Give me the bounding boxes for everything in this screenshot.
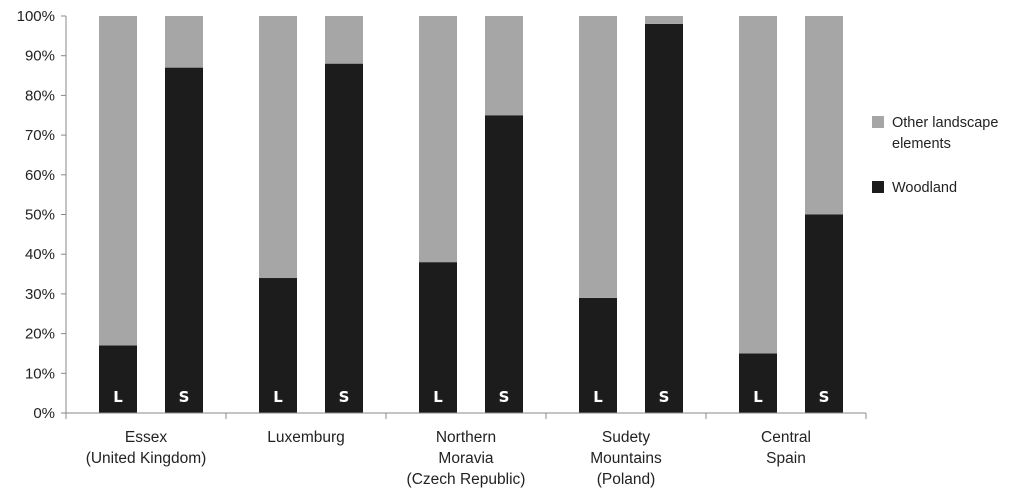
y-tick-label-5: 50% <box>25 207 55 224</box>
bar-woodland-2 <box>259 278 297 413</box>
bar-other-8 <box>739 16 777 354</box>
bar-label-1: S <box>179 388 190 406</box>
bar-label-3: S <box>339 388 350 406</box>
legend-label-0-line-1: elements <box>892 136 951 152</box>
bar-label-2: L <box>273 388 283 406</box>
y-tick-label-0: 0% <box>33 405 55 422</box>
y-tick-label-10: 100% <box>17 8 55 25</box>
bar-other-0 <box>99 16 137 346</box>
category-label-1-line-0: Luxemburg <box>267 429 345 446</box>
bar-woodland-8 <box>739 353 777 413</box>
bar-woodland-4 <box>419 262 457 413</box>
bar-woodland-9 <box>805 214 843 413</box>
bar-label-9: S <box>819 388 830 406</box>
category-label-2-line-2: (Czech Republic) <box>407 471 526 488</box>
bar-other-3 <box>325 16 363 64</box>
legend-swatch-1 <box>872 181 884 193</box>
bar-label-8: L <box>753 388 763 406</box>
category-label-4-line-0: Central <box>761 429 811 446</box>
legend-label-0-line-0: Other landscape <box>892 115 998 131</box>
bar-label-5: S <box>499 388 510 406</box>
bar-other-5 <box>485 16 523 116</box>
category-label-3-line-1: Mountains <box>590 450 662 467</box>
bar-label-4: L <box>433 388 443 406</box>
y-tick-label-9: 90% <box>25 48 55 65</box>
y-tick-labels: 0% 10% 20% 30% 40% 50% 60% 70% 80% 90% 100% <box>17 8 55 422</box>
bar-woodland-7 <box>645 23 683 413</box>
bar-label-0: L <box>113 388 123 406</box>
bar-other-7 <box>645 16 683 24</box>
bar-other-9 <box>805 16 843 215</box>
category-label-0-line-1: (United Kingdom) <box>86 450 207 467</box>
y-tick-label-3: 30% <box>25 286 55 303</box>
category-label-2-line-0: Northern <box>436 429 496 446</box>
legend-swatch-0 <box>872 116 884 128</box>
bar-other-1 <box>165 16 203 68</box>
category-label-0-line-0: Essex <box>125 429 167 446</box>
y-tick-label-6: 60% <box>25 167 55 184</box>
bar-woodland-5 <box>485 115 523 413</box>
y-tick-label-2: 20% <box>25 326 55 343</box>
bar-other-4 <box>419 16 457 263</box>
bar-other-2 <box>259 16 297 279</box>
y-tick-label-7: 70% <box>25 127 55 144</box>
category-label-4-line-1: Spain <box>766 450 806 467</box>
bar-woodland-0 <box>99 345 137 413</box>
x-category-labels: Essex (United Kingdom) Luxemburg Northern Mo… <box>86 429 811 488</box>
bar-label-6: L <box>593 388 603 406</box>
bar-woodland-1 <box>165 67 203 414</box>
bar-woodland-3 <box>325 63 363 413</box>
bar-other-6 <box>579 16 617 298</box>
category-label-3-line-0: Sudety <box>602 429 651 446</box>
bar-label-7: S <box>659 388 670 406</box>
category-label-3-line-2: (Poland) <box>597 471 656 488</box>
legend: Other landscape elements Woodland <box>872 115 998 196</box>
bars-layer <box>99 16 843 414</box>
bar-woodland-6 <box>579 297 617 413</box>
y-tick-label-1: 10% <box>25 365 55 382</box>
legend-label-1-line-0: Woodland <box>892 180 957 196</box>
y-tick-label-4: 40% <box>25 246 55 263</box>
category-label-2-line-1: Moravia <box>438 450 494 467</box>
axes-layer <box>61 15 867 419</box>
y-tick-label-8: 80% <box>25 87 55 104</box>
